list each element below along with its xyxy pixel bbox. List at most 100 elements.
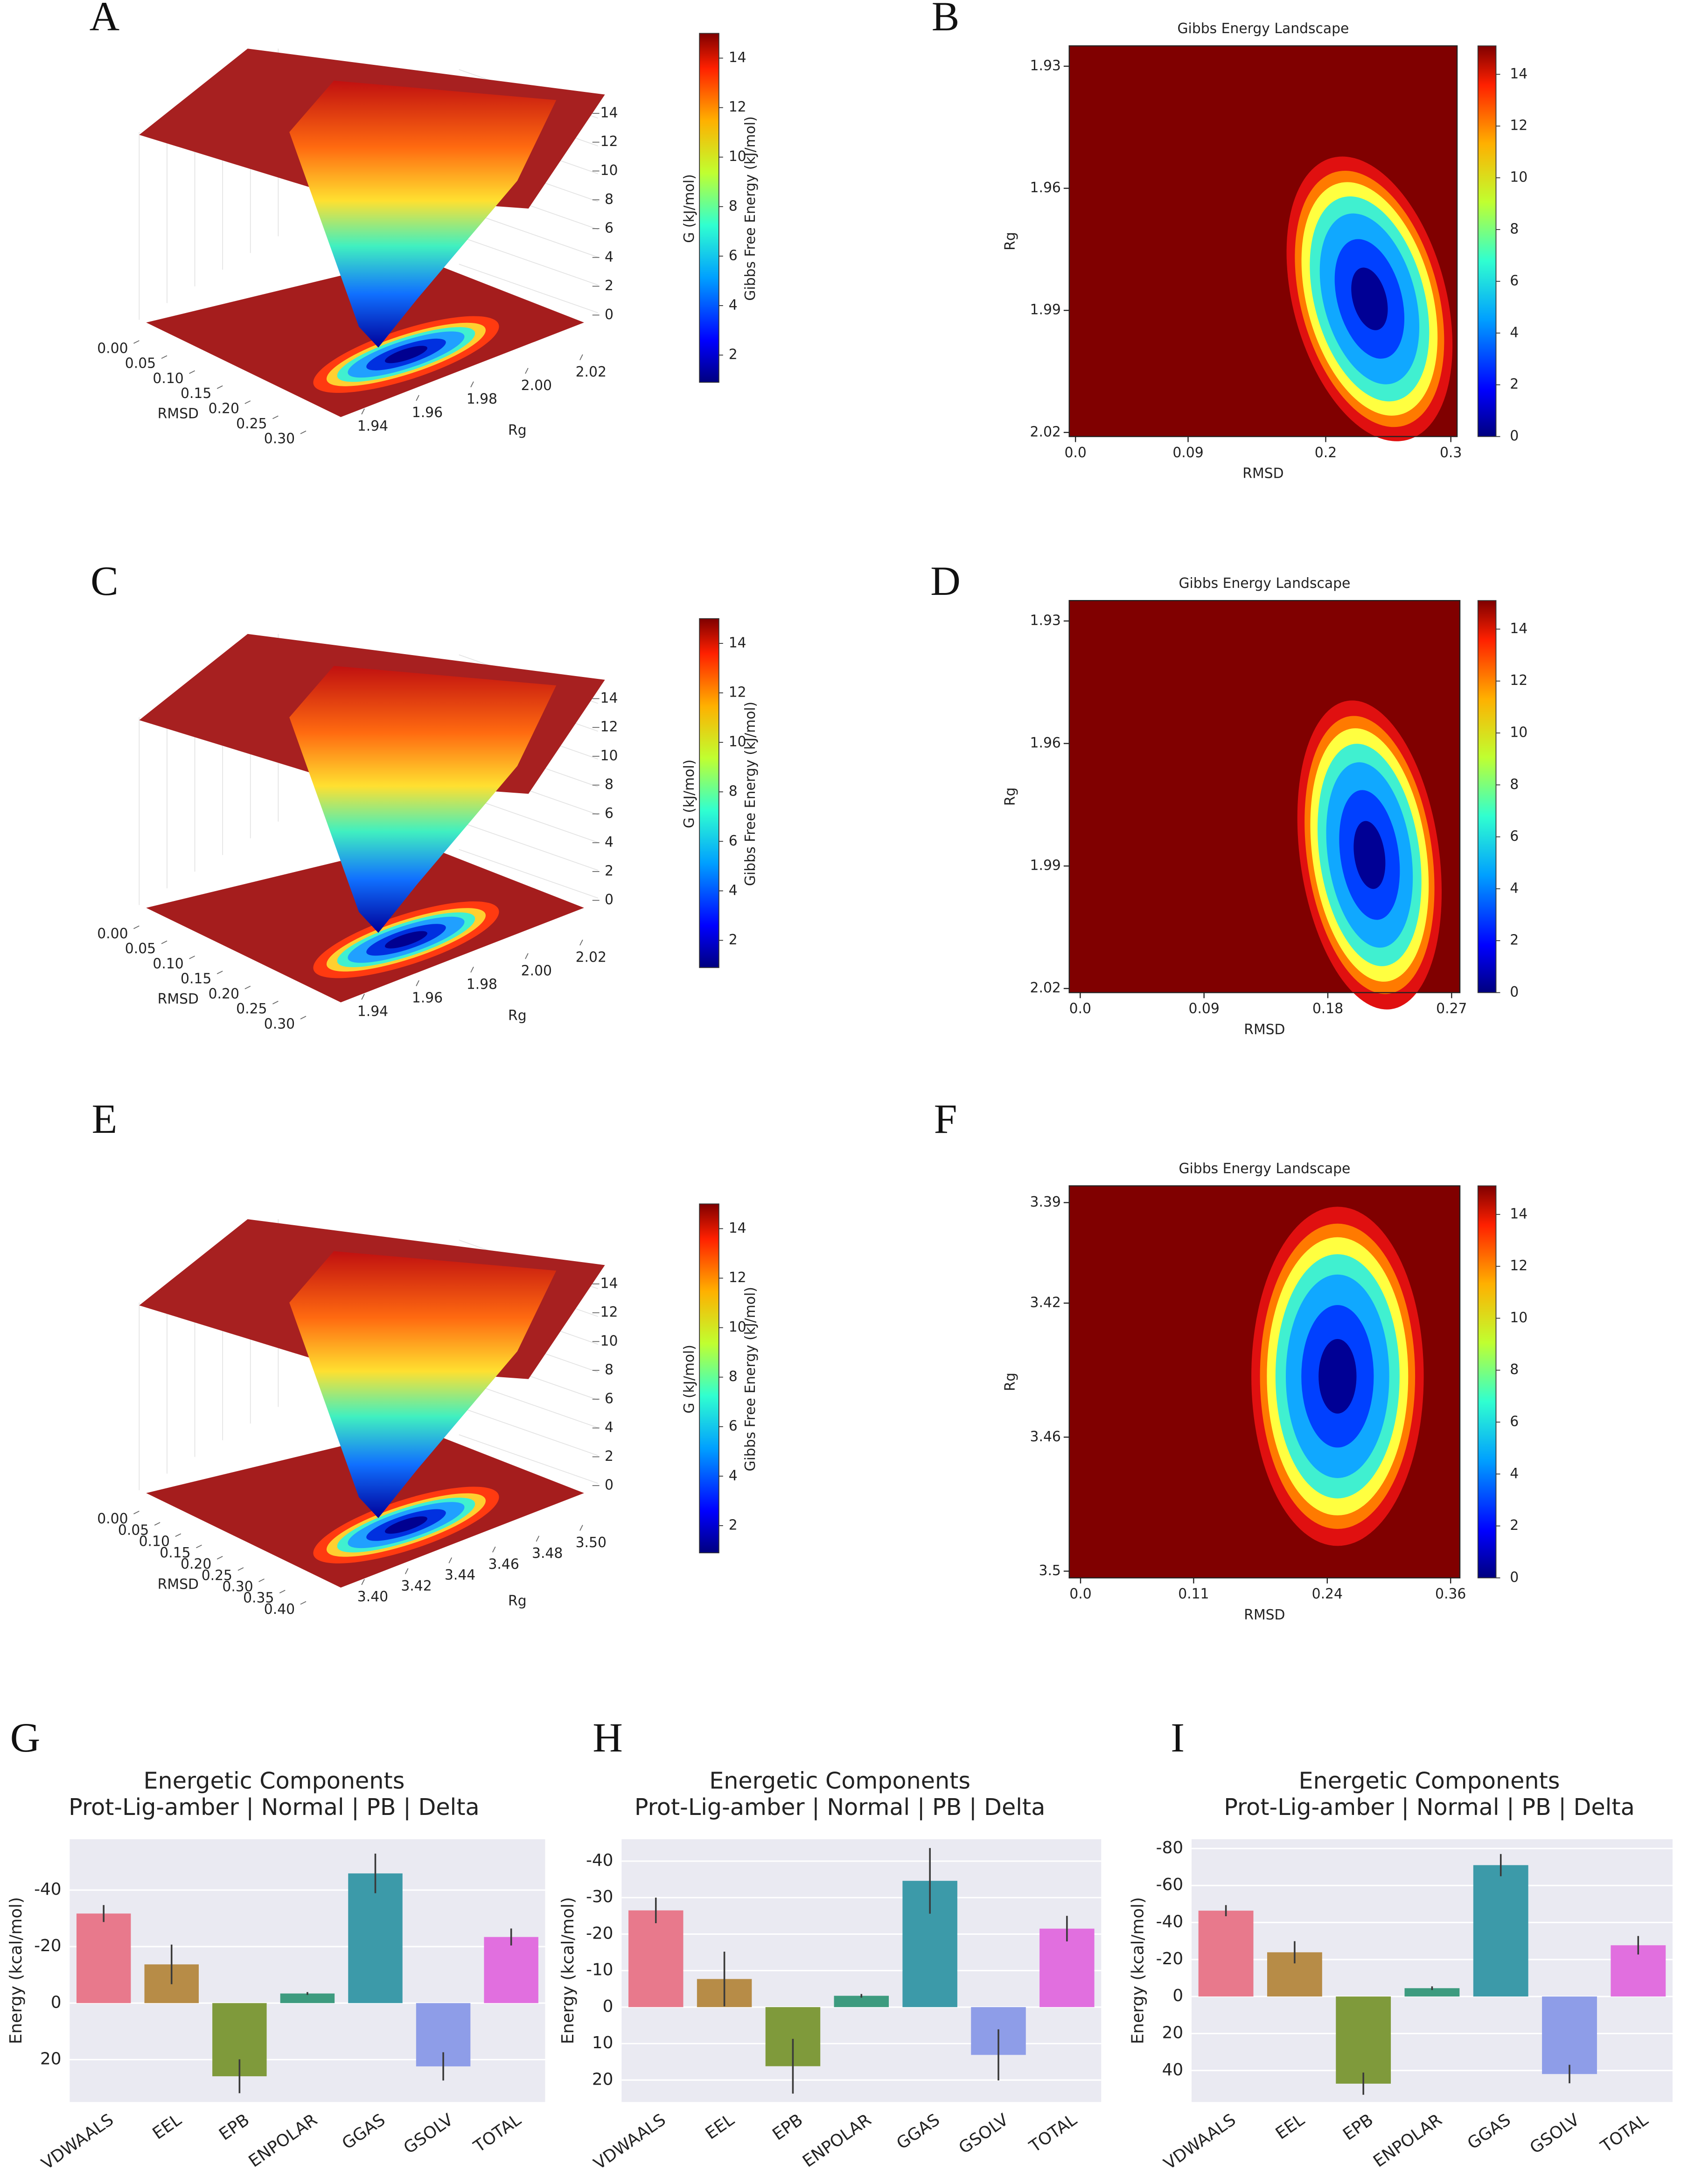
x-axis-label: RMSD — [1244, 1021, 1285, 1038]
colorbar-tick-label: 12 — [1510, 672, 1528, 689]
x-tick-label: EEL — [149, 2110, 185, 2143]
x-tick-label: 0.09 — [1189, 1001, 1220, 1017]
y-tick-label: 3.50 — [576, 1535, 607, 1551]
colorbar-tick-label: 12 — [729, 99, 746, 115]
x-tick-label: ENPOLAR — [799, 2110, 875, 2171]
y-tick-label: 1.96 — [1030, 735, 1061, 751]
colorbar-tick-label: 2 — [729, 1517, 738, 1533]
y-tick-label: -60 — [1156, 1875, 1183, 1894]
y-tick-label: 1.93 — [1030, 57, 1061, 74]
bar — [1336, 1996, 1391, 2084]
z-tick-label: 12 — [600, 1304, 618, 1320]
y-tick-label: 20 — [592, 2070, 614, 2089]
x-tick-label: ENPOLAR — [1370, 2110, 1445, 2171]
x-tick-label: TOTAL — [1597, 2110, 1652, 2156]
y-tick-label: 1.99 — [1030, 302, 1061, 318]
x-axis-label: RMSD — [158, 405, 199, 422]
bar — [280, 1993, 335, 2003]
colorbar-tick-label: 6 — [729, 247, 738, 264]
x-tick-label: 0.24 — [1312, 1586, 1343, 1602]
colorbar — [699, 33, 719, 383]
y-tick-label: 3.42 — [401, 1578, 432, 1594]
x-axis-label: RMSD — [1244, 1607, 1285, 1623]
z-tick-label: 4 — [605, 249, 614, 265]
energy-funnel — [289, 666, 557, 933]
heatmap-region — [1353, 821, 1386, 889]
x-tick — [300, 1016, 307, 1019]
y-tick-label: 0 — [603, 1997, 614, 2016]
bar — [484, 1937, 538, 2003]
y-tick-label: -40 — [586, 1851, 613, 1870]
x-tick — [300, 1601, 307, 1605]
y-tick — [579, 354, 583, 361]
colorbar-tick-label: 2 — [1510, 376, 1519, 392]
panel-label: D — [930, 558, 961, 604]
colorbar-tick-label: 6 — [1510, 828, 1519, 844]
x-tick-label: 0.00 — [97, 926, 128, 942]
y-axis-label: Energy (kcal/mol) — [7, 1897, 26, 2044]
z-tick-label: 12 — [600, 719, 618, 735]
y-tick — [416, 980, 419, 986]
y-tick-label: 3.40 — [357, 1589, 388, 1605]
y-tick — [361, 408, 365, 415]
z-tick-label: 2 — [605, 1448, 614, 1465]
colorbar-label: Gibbs Free Energy (kJ/mol) — [742, 116, 759, 300]
panel-label: C — [91, 558, 119, 604]
x-tick — [279, 1590, 286, 1594]
colorbar-tick-label: 6 — [1510, 1414, 1519, 1430]
x-tick-label: 0.11 — [1178, 1586, 1209, 1602]
x-tick-label: 0.30 — [222, 1578, 253, 1595]
colorbar-tick-label: 6 — [1510, 272, 1519, 289]
y-axis-label: Rg — [508, 1008, 527, 1024]
colorbar-tick-label: 4 — [1510, 1465, 1519, 1482]
colorbar-tick-label: 4 — [729, 297, 738, 313]
colorbar-tick-label: 8 — [1510, 221, 1519, 237]
y-tick-label: 3.46 — [488, 1556, 519, 1572]
x-tick-label: 0.05 — [125, 941, 156, 957]
heatmap-region — [1318, 1339, 1357, 1414]
z-tick-label: 0 — [605, 1477, 614, 1493]
colorbar-tick-label: 4 — [1510, 880, 1519, 896]
y-tick-label: 3.46 — [1030, 1429, 1061, 1445]
plot-frame — [1068, 1185, 1461, 1579]
x-tick — [189, 956, 195, 959]
floor-plane — [146, 842, 584, 1003]
x-tick-label: EPB — [769, 2110, 806, 2144]
x-tick-label: 0.36 — [1435, 1586, 1466, 1602]
x-tick — [300, 430, 307, 434]
x-axis-label: RMSD — [158, 991, 199, 1007]
bar — [1404, 1988, 1460, 1997]
colorbar-tick-label: 12 — [1510, 1258, 1528, 1274]
bar — [834, 1996, 889, 2007]
x-axis-label: RMSD — [1242, 466, 1283, 482]
x-tick — [216, 1556, 223, 1560]
x-tick-label: GSOLV — [400, 2110, 457, 2158]
colorbar-tick-label: 14 — [729, 49, 746, 66]
colorbar-tick-label: 10 — [1510, 169, 1528, 186]
y-tick-label: 3.39 — [1030, 1194, 1061, 1210]
y-tick-label: 2.00 — [521, 377, 552, 394]
x-tick-label: 0.15 — [181, 385, 211, 402]
pane-grid — [459, 849, 598, 899]
x-tick-label: 0.3 — [1440, 445, 1462, 461]
x-tick — [244, 400, 251, 404]
z-tick-label: 8 — [605, 191, 614, 208]
pane-grid — [459, 821, 598, 871]
y-tick-label: 1.96 — [412, 405, 443, 421]
plot-frame — [1068, 600, 1461, 993]
y-tick — [525, 953, 529, 959]
x-tick-label: GGAS — [1464, 2110, 1514, 2153]
floor-contour — [384, 931, 427, 949]
y-tick-label: 1.99 — [1030, 858, 1061, 874]
y-tick-label: 1.98 — [467, 391, 497, 407]
y-axis-label: Rg — [508, 422, 527, 439]
x-tick-label: 0.0 — [1069, 1001, 1091, 1017]
x-tick — [133, 1511, 140, 1514]
y-tick — [470, 966, 474, 973]
x-tick — [133, 925, 140, 929]
x-tick-label: 0.0 — [1069, 1586, 1091, 1602]
z-tick-label: 6 — [605, 220, 614, 237]
y-axis-label: Energy (kcal/mol) — [558, 1897, 578, 2044]
colorbar — [1477, 600, 1497, 993]
